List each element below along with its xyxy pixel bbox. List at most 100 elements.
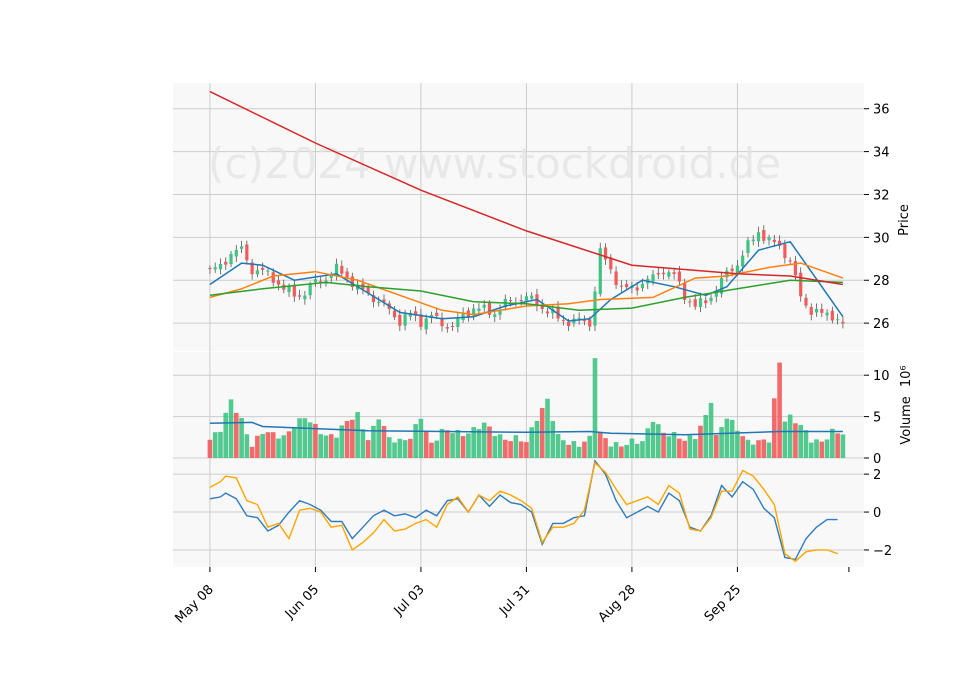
volume-bar <box>423 430 429 458</box>
volume-bar <box>835 433 840 458</box>
candle-body <box>403 314 407 326</box>
volume-bar <box>729 419 735 458</box>
volume-bar <box>682 440 687 458</box>
volume-bar <box>534 420 540 458</box>
candle-body <box>292 284 296 297</box>
volume-bar <box>714 435 719 458</box>
candle-body <box>783 244 787 259</box>
volume-bar <box>561 440 566 458</box>
candle-body <box>603 247 608 260</box>
volume-bar <box>302 418 308 458</box>
volume-bar <box>260 433 265 458</box>
volume-bar <box>587 435 593 458</box>
x-tick-label: May 08 <box>173 582 217 626</box>
moving-average-line <box>209 240 844 322</box>
volume-bar <box>434 440 440 458</box>
candle-body <box>725 270 729 278</box>
volume-bar <box>640 441 645 458</box>
volume-average-line <box>209 421 843 436</box>
volume-bar <box>603 438 608 458</box>
candle-body <box>809 307 813 315</box>
volume-bar <box>392 442 397 458</box>
volume-y-tick-label: 0 <box>873 452 881 467</box>
price-y-tick-label: 28 <box>873 274 890 289</box>
volume-bar <box>798 424 804 458</box>
candle-body <box>751 239 755 242</box>
volume-bar <box>650 421 656 458</box>
price-panel <box>173 83 864 351</box>
candle-body <box>667 272 671 277</box>
candle-body <box>709 297 713 302</box>
volume-bar <box>466 433 471 458</box>
volume-bar <box>207 439 213 458</box>
volume-bar <box>450 433 455 458</box>
volume-bar <box>334 437 339 458</box>
volume-bar <box>471 427 476 458</box>
candle-body <box>714 291 718 297</box>
candle-body <box>519 299 523 302</box>
price-y-tick-label: 32 <box>873 188 890 203</box>
x-tick-label: Sep 25 <box>702 582 745 625</box>
candle-body <box>704 300 708 304</box>
candle-body <box>340 265 344 274</box>
oscillator-y-tick-label: 2 <box>873 468 881 483</box>
candle-body <box>619 285 623 287</box>
candle-body <box>239 246 244 249</box>
volume-bar <box>218 431 223 458</box>
volume-bar <box>671 431 677 458</box>
candlesticks <box>208 225 845 335</box>
candle-body <box>741 255 745 267</box>
candle-body <box>377 301 381 303</box>
candle-body <box>487 302 492 315</box>
candle-body <box>498 309 502 315</box>
candle-body <box>366 287 370 293</box>
moving-average-line <box>209 279 843 312</box>
volume-bar <box>365 440 371 458</box>
volume-bar <box>698 425 703 458</box>
candle-body <box>804 297 808 306</box>
volume-bar <box>814 439 819 458</box>
candle-body <box>677 271 681 282</box>
volume-bar <box>571 441 577 458</box>
volume-bar <box>497 434 503 458</box>
volume-bar <box>376 419 382 458</box>
volume-bar <box>371 425 376 458</box>
candle-body <box>261 267 265 270</box>
volume-bar <box>402 440 408 458</box>
candle-body <box>762 230 766 241</box>
volume-bar <box>328 434 334 458</box>
volume-bar <box>444 430 450 458</box>
volume-bar <box>212 432 218 458</box>
volume-bar <box>518 441 524 458</box>
candle-body <box>224 261 228 265</box>
volume-bar <box>772 398 777 458</box>
candle-body <box>814 308 819 313</box>
candle-body <box>688 301 692 303</box>
volume-bar <box>255 435 260 458</box>
candle-body <box>308 284 312 296</box>
candle-body <box>778 240 782 246</box>
volume-bar <box>708 402 714 458</box>
volume-bar <box>281 435 287 458</box>
candle-body <box>746 240 750 254</box>
volume-bar <box>239 417 244 458</box>
candle-body <box>561 320 565 322</box>
candle-body <box>625 283 629 288</box>
candle-body <box>799 272 803 297</box>
candle-body <box>540 304 544 309</box>
volume-axis-title: Volume 10⁶ <box>899 365 914 444</box>
candle-body <box>371 295 376 303</box>
candle-body <box>329 275 333 279</box>
candle-body <box>693 299 697 307</box>
candle-body <box>609 257 613 270</box>
oscillator-line <box>209 459 838 561</box>
volume-bar <box>228 399 234 458</box>
candle-body <box>271 272 275 283</box>
volume-bar <box>824 439 830 458</box>
candle-body <box>345 271 349 278</box>
candle-body <box>577 317 581 320</box>
volume-axis-name: Volume <box>899 396 914 444</box>
volume-bar <box>418 418 424 458</box>
moving-average-line <box>209 262 844 316</box>
candle-body <box>303 295 307 300</box>
